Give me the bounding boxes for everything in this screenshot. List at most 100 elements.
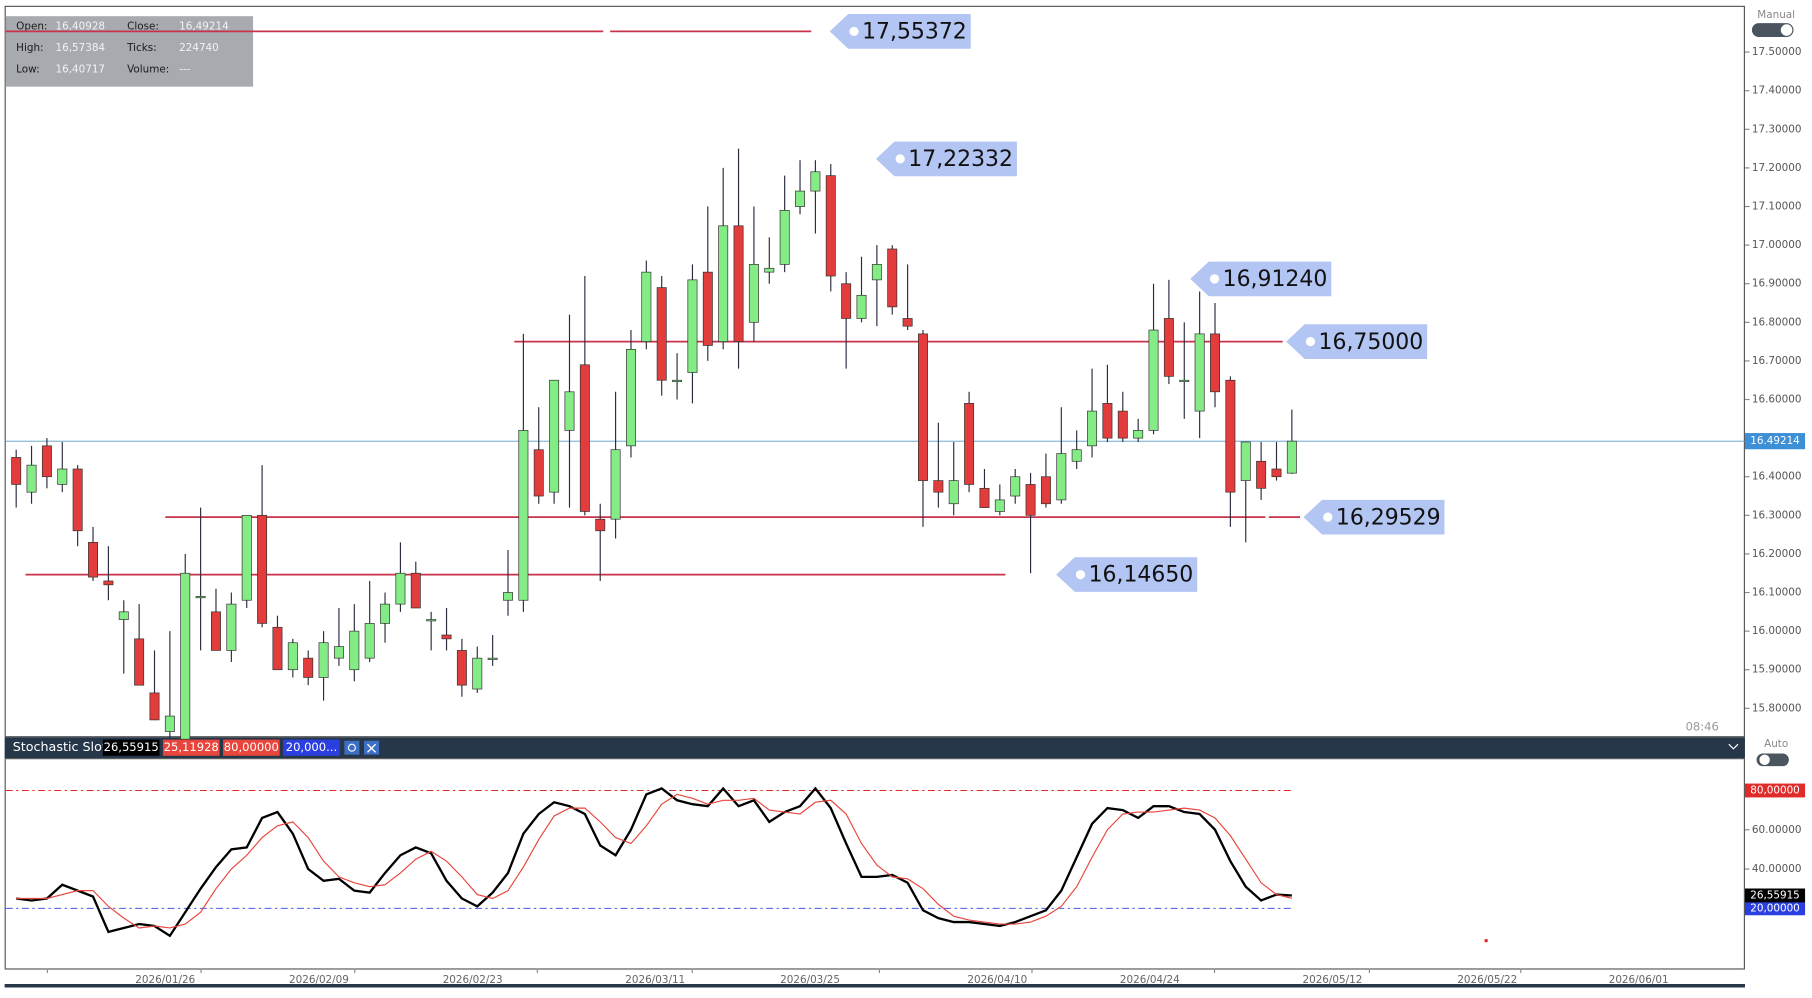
y-tick-label: 16.70000 <box>1752 355 1802 367</box>
candle-body <box>103 580 114 586</box>
candle-body <box>1025 484 1036 516</box>
candle-body <box>349 630 360 671</box>
candle-body <box>1194 333 1205 412</box>
y-tick-label: 15.90000 <box>1752 664 1802 676</box>
x-tick-label: 2026/03/25 <box>780 974 840 986</box>
y-tick-label: 17.30000 <box>1752 123 1802 135</box>
candle-body <box>1087 410 1098 447</box>
info-text: Ticks: <box>126 42 157 54</box>
candle-body <box>1179 379 1190 382</box>
candle-body <box>380 603 391 624</box>
candle-body <box>226 603 237 651</box>
y-tick-label: 16.10000 <box>1752 587 1802 599</box>
candle-body <box>641 271 652 342</box>
last-price-label: 16.49214 <box>1750 435 1800 447</box>
candle-body <box>841 283 852 319</box>
level-tag[interactable] <box>1056 557 1198 592</box>
candle-body <box>149 692 160 721</box>
candle-body <box>979 487 990 508</box>
candle-body <box>964 403 975 485</box>
candle-body <box>1163 318 1174 377</box>
info-text: Volume: <box>127 63 169 75</box>
candle-body <box>702 271 713 346</box>
candle-body <box>41 445 52 478</box>
candle-body <box>610 449 621 520</box>
header-value: 80,00000 <box>224 740 279 754</box>
candle-body <box>241 514 252 601</box>
indicator-header <box>4 737 1745 759</box>
y-tick-label: 16.90000 <box>1752 278 1802 290</box>
info-text: Close: <box>127 21 159 33</box>
level-tag[interactable] <box>875 141 1017 177</box>
x-tick-label: 2026/02/09 <box>289 974 349 986</box>
header-value-box <box>283 739 340 756</box>
candle-body <box>1117 410 1128 439</box>
header-value: 20,000... <box>286 740 337 754</box>
settings-eye <box>347 743 356 752</box>
level-tag-dot <box>1075 569 1086 580</box>
header-value-box <box>102 739 160 756</box>
header-value-box <box>162 739 220 756</box>
candle-body <box>11 457 22 485</box>
y-tick-label: 17.40000 <box>1752 85 1802 97</box>
settings-icon[interactable] <box>344 740 360 755</box>
y-tick-label: 16.30000 <box>1752 509 1802 521</box>
candle-body <box>1210 333 1220 393</box>
header-value-box <box>223 739 280 756</box>
candle-body <box>318 642 329 678</box>
candle-body <box>1010 476 1021 497</box>
level-tag[interactable] <box>829 14 971 49</box>
level-tag[interactable] <box>1303 499 1445 535</box>
candle-body <box>1240 441 1251 481</box>
y-tick-label: 16.00000 <box>1752 625 1802 637</box>
collapse-icon[interactable] <box>1728 743 1739 750</box>
candle-body <box>1071 449 1082 462</box>
candle-body <box>718 225 729 342</box>
candle-body <box>748 264 759 323</box>
candle-body <box>549 379 560 493</box>
candle-body <box>687 279 698 373</box>
x-tick-label: 2026/04/24 <box>1120 974 1180 986</box>
candle-body <box>257 514 268 624</box>
candle-body <box>733 225 744 342</box>
candle-body <box>426 619 437 622</box>
candle-body <box>364 623 375 659</box>
level-tag[interactable] <box>1190 261 1332 297</box>
candle-body <box>579 364 590 512</box>
candle-body <box>764 267 775 273</box>
x-tick-label: 2026/01/26 <box>135 974 195 986</box>
info-text: High: <box>16 42 43 54</box>
candle-body <box>918 333 928 481</box>
candle-body <box>472 657 483 690</box>
level-tag-dot <box>1305 336 1316 347</box>
candle-body <box>595 518 606 532</box>
candle-body <box>211 611 221 651</box>
candle-body <box>180 572 191 740</box>
y-tick-label: 17.10000 <box>1752 201 1802 213</box>
candle-body <box>656 287 667 381</box>
y-tick-label: 15.80000 <box>1752 702 1802 714</box>
stochastic-line <box>16 786 1292 938</box>
y-tick-label: 16.60000 <box>1752 394 1802 406</box>
candle-body <box>1102 403 1113 439</box>
level-label: 20,00000 <box>1750 902 1800 914</box>
candle-body <box>1271 468 1282 478</box>
current-value-box <box>1744 888 1806 903</box>
candle-body <box>118 611 129 620</box>
close-cross <box>366 743 377 753</box>
y-tick-label: 60.00000 <box>1752 824 1802 836</box>
y-tick-label: 17.00000 <box>1752 239 1802 251</box>
x-tick-label: 2026/02/23 <box>443 974 503 986</box>
candle-body <box>26 464 37 493</box>
candle-body <box>902 318 913 327</box>
candle-body <box>1133 430 1144 439</box>
level-tag[interactable] <box>1286 324 1428 359</box>
current-value-label: 26,55915 <box>1750 889 1800 901</box>
level-label: 16,29529 <box>1336 505 1441 530</box>
level-label: 16,14650 <box>1089 563 1194 588</box>
candle-body <box>303 657 314 678</box>
x-tick-label: 2026/04/10 <box>967 974 1027 986</box>
y-tick-label: 16.20000 <box>1752 548 1802 560</box>
